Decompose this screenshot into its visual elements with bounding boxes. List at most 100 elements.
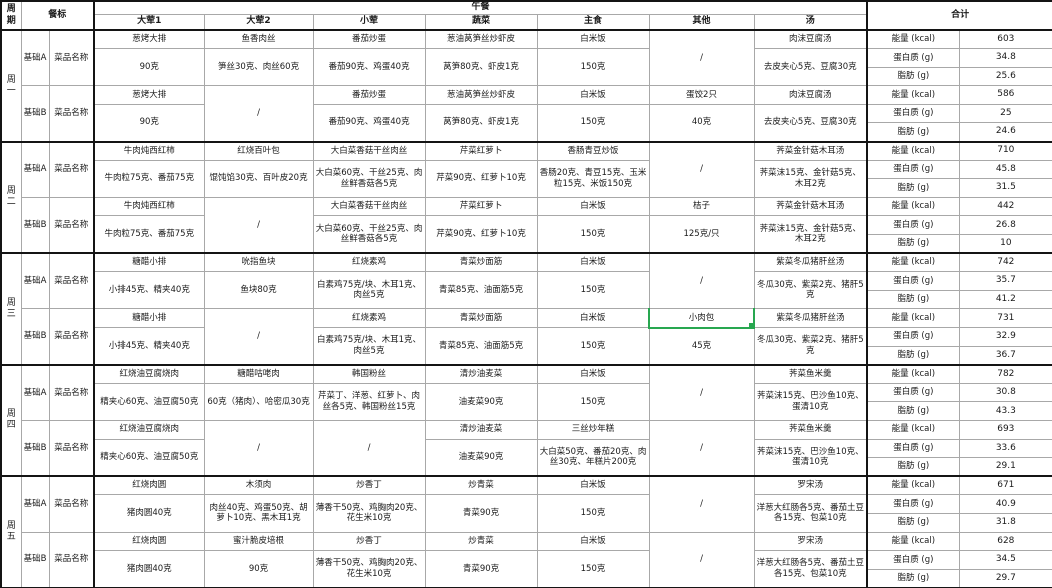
cell-dish[interactable]: 鱼香肉丝 — [203, 29, 314, 50]
nutrition-label-energy[interactable]: 能量 (kcal) — [866, 29, 960, 50]
nutrition-label-protein[interactable]: 蛋白质 (g) — [866, 48, 960, 68]
tier-label[interactable]: 基础B — [20, 85, 50, 143]
cell-other-merged[interactable]: / — [648, 475, 755, 533]
cell-dish[interactable]: 白米饭 — [536, 531, 650, 552]
cell-qty[interactable]: 45克 — [648, 326, 755, 366]
cell-xiaohun-merged[interactable]: / — [312, 419, 426, 477]
cell-qty[interactable]: 90克 — [93, 103, 205, 143]
cell-dish[interactable]: 白米饭 — [536, 85, 650, 105]
cell-qty[interactable]: 香肠20克、青豆15克、玉米粒15克、米饭150克 — [536, 159, 650, 198]
nutrition-value-fat[interactable]: 31.8 — [958, 512, 1052, 533]
nutrition-value-energy[interactable]: 603 — [958, 29, 1052, 50]
cell-qty[interactable]: 60克（猪肉）、哈密瓜30克 — [203, 382, 314, 421]
cell-dish[interactable]: 白米饭 — [536, 196, 650, 217]
nutrition-value-protein[interactable]: 34.8 — [958, 48, 1052, 68]
cell-dish[interactable]: 肉沫豆腐汤 — [753, 29, 868, 50]
nutrition-label-energy[interactable]: 能量 (kcal) — [866, 475, 960, 496]
day-label[interactable]: 周三 — [0, 252, 22, 366]
nutrition-label-energy[interactable]: 能量 (kcal) — [866, 419, 960, 440]
cell-dish[interactable]: 三丝炒年糕 — [536, 419, 650, 440]
cell-qty[interactable]: 油麦菜90克 — [424, 438, 538, 477]
nutrition-value-fat[interactable]: 43.3 — [958, 401, 1052, 421]
header-col-dahun2[interactable]: 大荤2 — [203, 13, 314, 31]
cell-dish[interactable]: 青菜炒面筋 — [424, 308, 538, 328]
cell-qty[interactable]: 番茄90克、鸡蛋40克 — [312, 103, 426, 143]
cell-qty[interactable]: 小排45克、精夹40克 — [93, 271, 205, 310]
cell-other-merged[interactable]: / — [648, 252, 755, 310]
cell-dish[interactable]: 吮指鱼块 — [203, 252, 314, 273]
cell-dish[interactable]: 芹菜红萝卜 — [424, 140, 538, 161]
cell-qty[interactable]: 大白菜60克、干丝25克、肉丝鲜香菇各5克 — [312, 215, 426, 254]
cell-dish[interactable]: 荠菜金针菇木耳汤 — [753, 196, 868, 217]
dish-name-label[interactable]: 菜品名称 — [48, 363, 95, 421]
cell-dish[interactable]: 清炒油麦菜 — [424, 419, 538, 440]
nutrition-label-protein[interactable]: 蛋白质 (g) — [866, 271, 960, 291]
nutrition-value-energy[interactable]: 731 — [958, 308, 1052, 328]
cell-dahun2-merged[interactable]: / — [203, 85, 314, 143]
tier-label[interactable]: 基础B — [20, 308, 50, 366]
cell-other-merged[interactable]: / — [648, 419, 755, 477]
cell-dish[interactable]: 蛋饺2只 — [648, 85, 755, 105]
nutrition-value-energy[interactable]: 671 — [958, 475, 1052, 496]
cell-dish[interactable]: 葱油莴笋丝炒虾皮 — [424, 29, 538, 50]
cell-dish[interactable]: 荠菜鱼米羹 — [753, 363, 868, 384]
header-total[interactable]: 合计 — [866, 0, 1052, 31]
nutrition-label-fat[interactable]: 脂肪 (g) — [866, 512, 960, 533]
cell-dish[interactable]: 糖醋小排 — [93, 308, 205, 328]
cell-other-merged[interactable]: / — [648, 29, 755, 87]
cell-dish[interactable]: 荠菜金针菇木耳汤 — [753, 140, 868, 161]
cell-dish[interactable]: 番茄炒蛋 — [312, 29, 426, 50]
tier-label[interactable]: 基础A — [20, 252, 50, 310]
cell-qty[interactable]: 40克 — [648, 103, 755, 143]
day-label[interactable]: 周二 — [0, 140, 22, 254]
nutrition-label-fat[interactable]: 脂肪 (g) — [866, 345, 960, 366]
cell-dish[interactable]: 白米饭 — [536, 252, 650, 273]
cell-dish[interactable]: 韩国粉丝 — [312, 363, 426, 384]
nutrition-value-energy[interactable]: 782 — [958, 363, 1052, 384]
nutrition-value-protein[interactable]: 30.8 — [958, 382, 1052, 403]
day-label[interactable]: 周四 — [0, 363, 22, 477]
nutrition-label-protein[interactable]: 蛋白质 (g) — [866, 327, 960, 347]
dish-name-label[interactable]: 菜品名称 — [48, 531, 95, 588]
nutrition-value-protein[interactable]: 45.8 — [958, 159, 1052, 180]
cell-qty[interactable]: 荠菜沫15克、巴沙鱼10克、蛋清10克 — [753, 382, 868, 421]
header-period[interactable]: 周期 — [0, 0, 22, 31]
header-col-xiaohun[interactable]: 小荤 — [312, 13, 426, 31]
cell-dahun2-merged[interactable]: / — [203, 196, 314, 254]
cell-qty[interactable]: 150克 — [536, 382, 650, 421]
dish-name-label[interactable]: 菜品名称 — [48, 85, 95, 143]
cell-qty[interactable]: 油麦菜90克 — [424, 382, 538, 421]
nutrition-value-protein[interactable]: 32.9 — [958, 327, 1052, 347]
nutrition-label-fat[interactable]: 脂肪 (g) — [866, 234, 960, 254]
dish-name-label[interactable]: 菜品名称 — [48, 419, 95, 477]
tier-label[interactable]: 基础A — [20, 475, 50, 533]
cell-dish[interactable]: 红烧素鸡 — [312, 308, 426, 328]
nutrition-value-protein[interactable]: 33.6 — [958, 438, 1052, 459]
cell-dish[interactable]: 红烧百叶包 — [203, 140, 314, 161]
cell-dish[interactable]: 糖醋咕咾肉 — [203, 363, 314, 384]
cell-qty[interactable]: 150克 — [536, 103, 650, 143]
nutrition-value-protein[interactable]: 34.5 — [958, 550, 1052, 570]
nutrition-label-energy[interactable]: 能量 (kcal) — [866, 196, 960, 217]
nutrition-value-fat[interactable]: 10 — [958, 234, 1052, 254]
cell-dish[interactable]: 蜜汁脆皮培根 — [203, 531, 314, 552]
cell-dish[interactable]: 炒香丁 — [312, 531, 426, 552]
cell-dish[interactable]: 糖醋小排 — [93, 252, 205, 273]
cell-dish[interactable]: 罗宋汤 — [753, 475, 868, 496]
cell-qty[interactable]: 150克 — [536, 48, 650, 87]
nutrition-label-energy[interactable]: 能量 (kcal) — [866, 308, 960, 328]
cell-qty[interactable]: 125克/只 — [648, 215, 755, 254]
cell-dish[interactable]: 牛肉炖西红柿 — [93, 140, 205, 161]
tier-label[interactable]: 基础A — [20, 140, 50, 198]
cell-qty[interactable]: 荠菜沫15克、金针菇5克、木耳2克 — [753, 215, 868, 254]
cell-qty[interactable]: 白素鸡75克/块、木耳1克、肉丝5克 — [312, 271, 426, 310]
dish-name-label[interactable]: 菜品名称 — [48, 475, 95, 533]
nutrition-value-energy[interactable]: 586 — [958, 85, 1052, 105]
cell-dish[interactable]: 香肠青豆炒饭 — [536, 140, 650, 161]
cell-qty[interactable]: 150克 — [536, 494, 650, 533]
cell-qty[interactable]: 猪肉圆40克 — [93, 550, 205, 588]
nutrition-value-energy[interactable]: 693 — [958, 419, 1052, 440]
cell-qty[interactable]: 莴笋80克、虾皮1克 — [424, 103, 538, 143]
header-col-vegetable[interactable]: 蔬菜 — [424, 13, 538, 31]
cell-dish[interactable]: 葱烤大排 — [93, 85, 205, 105]
